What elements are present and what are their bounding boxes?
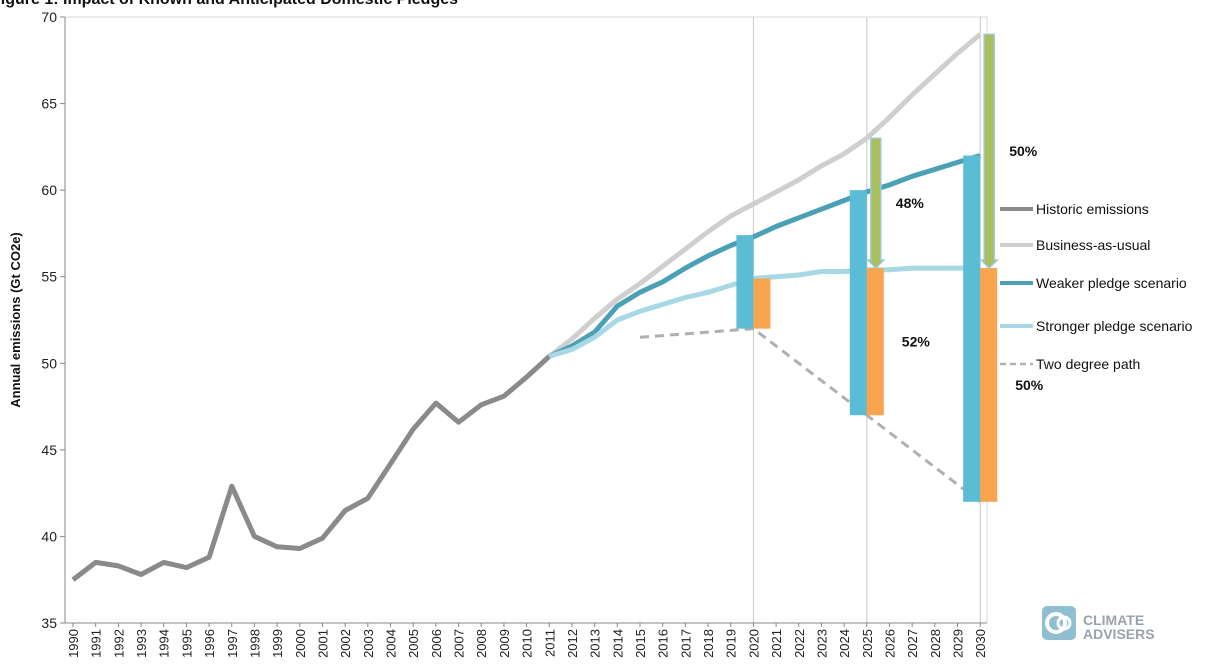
x-tick-label: 2014: [610, 629, 625, 658]
arrow-label: 50%: [1009, 143, 1038, 159]
y-tick-label: 35: [41, 615, 57, 631]
series-line: [548, 153, 981, 359]
x-tick-label: 1990: [66, 629, 81, 658]
x-tick-label: 1992: [111, 629, 126, 658]
chart-title: Figure 1: Impact of Known and Anticipate…: [0, 0, 458, 8]
x-tick-label: 2025: [860, 629, 875, 658]
stronger-bar: [980, 268, 998, 502]
x-tick-label: 2020: [746, 629, 761, 658]
x-tick-label: 2001: [315, 629, 330, 658]
x-tick-label: 2011: [542, 629, 557, 657]
x-tick-label: 2005: [406, 629, 421, 658]
y-tick-label: 55: [41, 269, 57, 285]
x-tick-label: 2003: [361, 629, 376, 658]
y-tick-label: 65: [41, 96, 57, 112]
x-tick-label: 2024: [837, 629, 852, 658]
y-tick-label: 50: [41, 355, 57, 371]
reduction-arrow: [865, 137, 886, 270]
weaker-bar: [963, 155, 981, 502]
x-tick-label: 2022: [792, 629, 807, 658]
bar-label: 50%: [1015, 377, 1044, 393]
x-tick-label: 1993: [134, 629, 149, 658]
x-tick-label: 1997: [225, 629, 240, 658]
x-tick-label: 1994: [157, 629, 172, 658]
x-tick-label: 2006: [429, 629, 444, 658]
legend-label: Two degree path: [1036, 356, 1140, 372]
arrow-label: 48%: [896, 195, 925, 211]
x-tick-label: 2018: [701, 629, 716, 658]
legend-label: Stronger pledge scenario: [1036, 318, 1193, 334]
stronger-bar: [753, 278, 771, 329]
x-tick-label: 1995: [179, 629, 194, 658]
x-tick-label: 2028: [928, 629, 943, 658]
logo: [1042, 606, 1076, 640]
reduction-arrow: [979, 33, 1000, 270]
x-tick-label: 2016: [656, 629, 671, 658]
y-tick-label: 60: [41, 182, 57, 198]
logo-icon: [1056, 615, 1072, 631]
x-tick-label: 2012: [565, 629, 580, 658]
bar-label: 52%: [902, 334, 931, 350]
x-tick-label: 2030: [973, 629, 988, 658]
legend-label: Business-as-usual: [1036, 237, 1150, 253]
x-tick-label: 2029: [951, 629, 966, 658]
x-tick-label: 1991: [89, 629, 104, 658]
logo-text: ADVISERS: [1083, 626, 1155, 642]
series-line: [71, 354, 551, 582]
weaker-bar: [849, 190, 867, 416]
x-tick-label: 2004: [384, 629, 399, 658]
legend-label: Historic emissions: [1036, 201, 1149, 217]
weaker-bar: [736, 235, 754, 329]
x-tick-label: 2002: [338, 629, 353, 658]
x-tick-label: 1996: [202, 629, 217, 658]
series-line: [547, 32, 982, 359]
x-tick-label: 2008: [474, 629, 489, 658]
series-line: [639, 327, 982, 503]
logo-icon: [1045, 612, 1067, 634]
x-tick-label: 2021: [769, 629, 784, 658]
series-line: [548, 265, 981, 359]
x-tick-label: 2007: [452, 629, 467, 658]
y-axis-label: Annual emissions (Gt CO2e): [8, 232, 23, 408]
logo-text: CLIMATE: [1083, 612, 1144, 628]
x-tick-label: 2013: [588, 629, 603, 658]
x-tick-label: 2027: [905, 629, 920, 658]
y-tick-label: 45: [41, 442, 57, 458]
x-tick-label: 2023: [814, 629, 829, 658]
x-tick-label: 2010: [520, 629, 535, 658]
x-tick-label: 1998: [247, 629, 262, 658]
y-tick-label: 70: [41, 9, 57, 25]
x-tick-label: 2015: [633, 629, 648, 658]
x-tick-label: 2009: [497, 629, 512, 658]
x-tick-label: 2017: [678, 629, 693, 658]
x-tick-label: 2019: [724, 629, 739, 658]
legend-label: Weaker pledge scenario: [1036, 275, 1187, 291]
y-tick-label: 40: [41, 528, 57, 544]
stronger-bar: [866, 268, 884, 416]
x-tick-label: 2000: [293, 629, 308, 658]
x-tick-label: 2026: [882, 629, 897, 658]
x-tick-label: 1999: [270, 629, 285, 658]
